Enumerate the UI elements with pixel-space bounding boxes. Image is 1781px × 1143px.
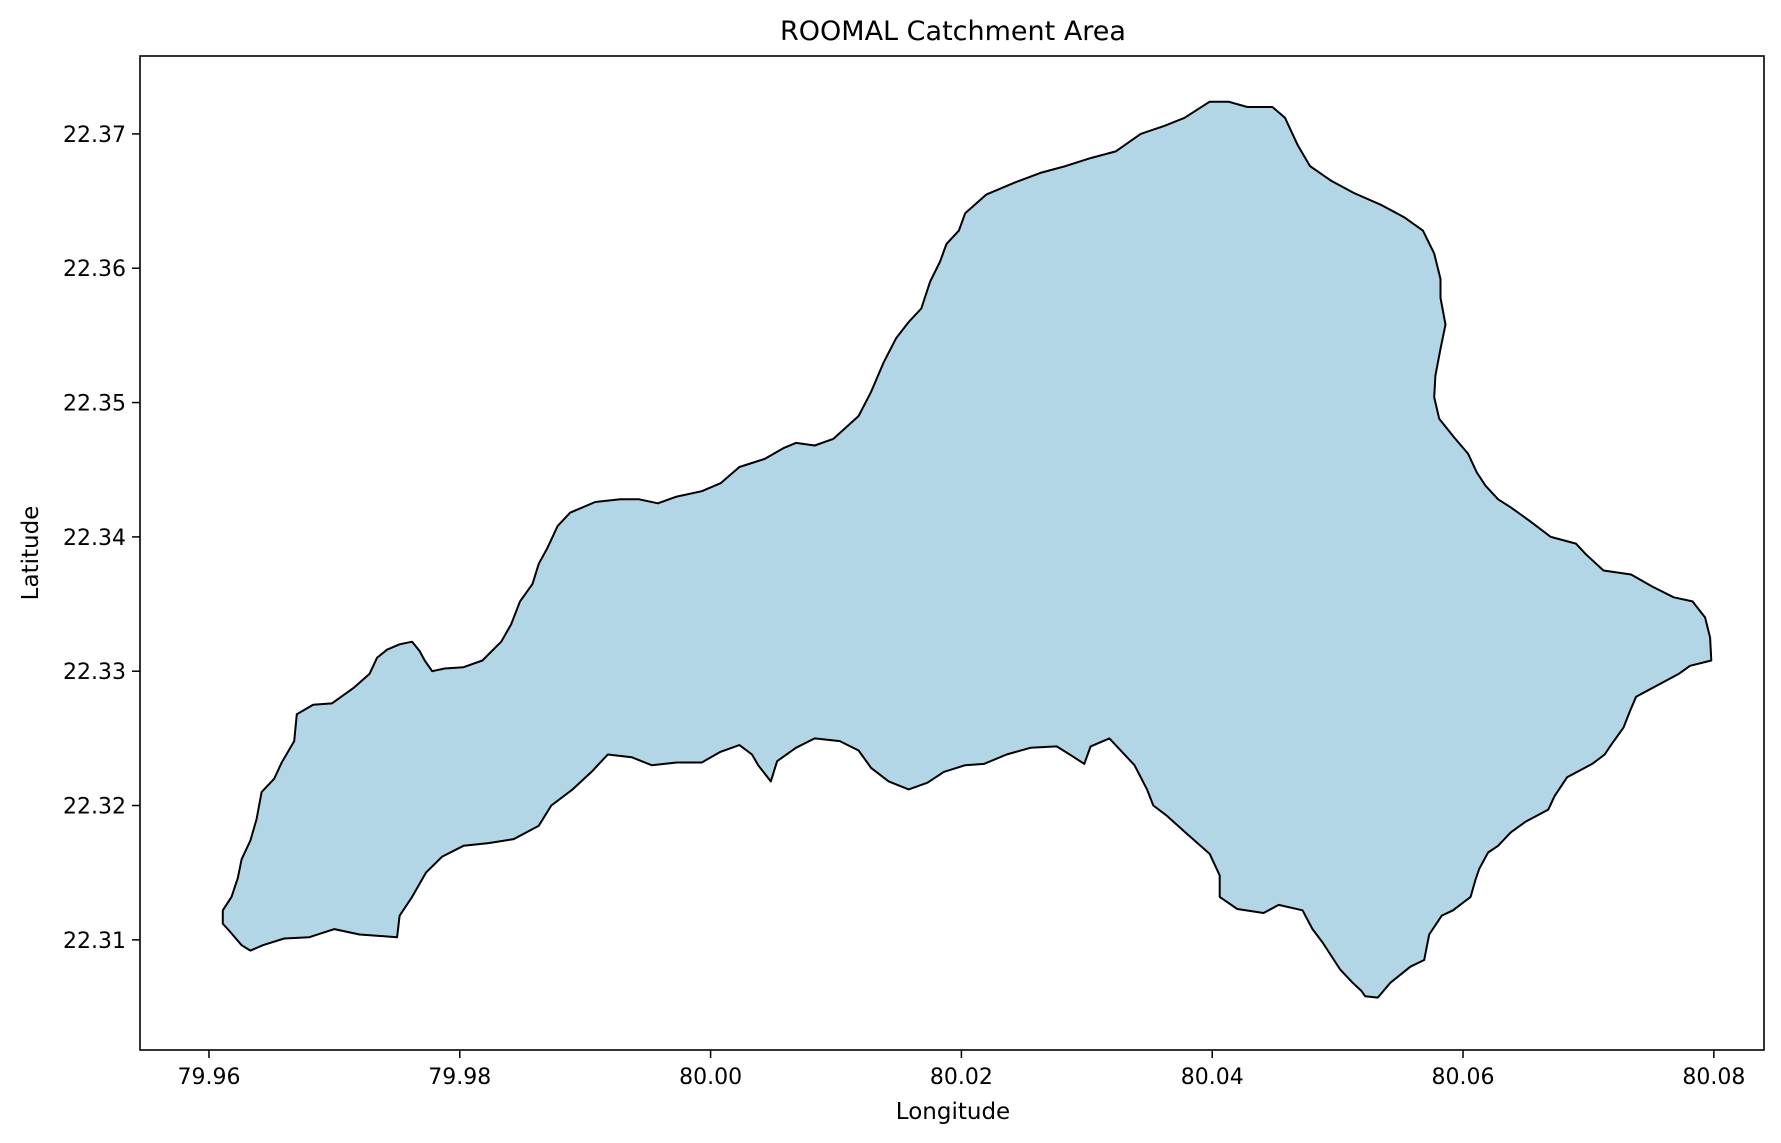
catchment-polygon — [221, 100, 1713, 999]
x-axis-ticks: 79.96 79.98 80.00 80.02 80.04 80.06 80.08 — [177, 1050, 1745, 1090]
x-tick-label: 80.06 — [1432, 1065, 1495, 1090]
x-tick-label: 80.04 — [1181, 1065, 1244, 1090]
map-title: ROOMAL Catchment Area — [780, 16, 1126, 47]
y-tick-label: 22.37 — [63, 123, 126, 148]
y-tick-label: 22.36 — [63, 257, 126, 282]
y-axis-label: Latitude — [18, 506, 44, 601]
x-tick-label: 79.96 — [177, 1065, 240, 1090]
x-tick-label: 80.02 — [930, 1065, 993, 1090]
plot-area — [221, 100, 1713, 999]
y-tick-label: 22.32 — [63, 795, 126, 820]
x-axis-label: Longitude — [896, 1099, 1010, 1125]
y-axis-ticks: 22.31 22.32 22.33 22.34 22.35 22.36 22.37 — [63, 123, 140, 954]
y-tick-label: 22.31 — [63, 929, 126, 954]
y-tick-label: 22.34 — [63, 526, 126, 551]
axes-frame — [139, 55, 1765, 1051]
x-tick-label: 79.98 — [428, 1065, 491, 1090]
x-tick-label: 80.00 — [679, 1065, 742, 1090]
y-tick-label: 22.33 — [63, 660, 126, 685]
x-tick-label: 80.08 — [1682, 1065, 1745, 1090]
y-tick-label: 22.35 — [63, 392, 126, 417]
